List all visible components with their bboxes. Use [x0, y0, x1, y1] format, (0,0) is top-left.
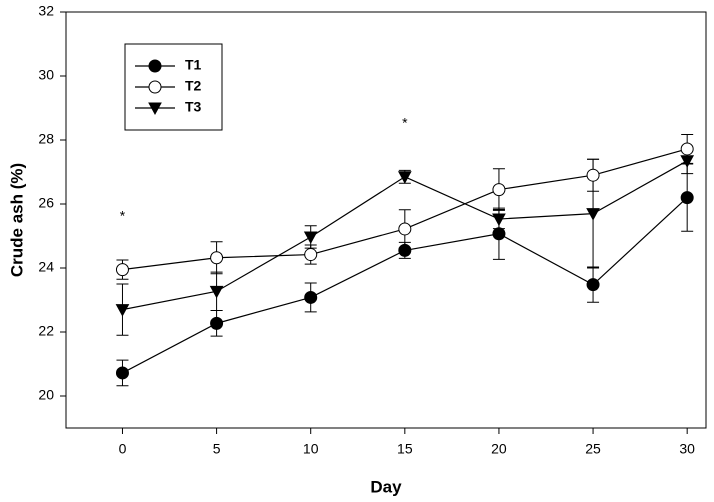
x-tick-label: 15 [397, 441, 413, 457]
data-point [209, 285, 224, 299]
data-point [303, 231, 318, 245]
y-tick-label: 26 [38, 195, 54, 211]
data-point [398, 243, 412, 257]
data-point [397, 171, 412, 184]
x-tick-label: 10 [303, 441, 319, 457]
y-tick-label: 22 [38, 323, 54, 339]
data-point [492, 227, 506, 241]
data-point [586, 168, 600, 182]
legend-marker [148, 59, 162, 73]
data-point [115, 366, 129, 380]
legend-marker [148, 102, 162, 116]
data-point [304, 290, 318, 304]
x-tick-label: 25 [585, 441, 601, 457]
data-point [586, 208, 600, 221]
data-point [115, 304, 130, 317]
legend-label: T1 [185, 57, 202, 73]
x-axis-label: Day [370, 477, 402, 496]
y-tick-label: 20 [38, 387, 54, 403]
plot-frame [65, 11, 707, 429]
data-point [398, 222, 412, 236]
y-tick-label: 30 [38, 67, 54, 83]
annotation: * [402, 115, 408, 131]
data-point [680, 142, 694, 156]
legend-label: T2 [185, 78, 202, 94]
x-tick-label: 20 [491, 441, 507, 457]
legend-marker [148, 80, 162, 94]
data-point [210, 251, 224, 265]
data-point [115, 263, 129, 277]
annotation: * [120, 208, 126, 224]
x-tick-label: 0 [119, 441, 127, 457]
x-tick-label: 30 [679, 441, 695, 457]
data-point [680, 191, 694, 205]
y-tick-label: 24 [38, 259, 54, 275]
y-tick-label: 28 [38, 131, 54, 147]
data-point [492, 213, 506, 227]
data-point [304, 248, 318, 262]
data-point [210, 316, 224, 330]
legend-label: T3 [185, 99, 202, 115]
y-axis-label: Crude ash (%) [7, 163, 26, 277]
data-point [586, 278, 600, 292]
x-tick-label: 5 [213, 441, 221, 457]
data-point [492, 183, 506, 197]
data-point [680, 155, 695, 168]
y-tick-label: 32 [38, 3, 54, 19]
